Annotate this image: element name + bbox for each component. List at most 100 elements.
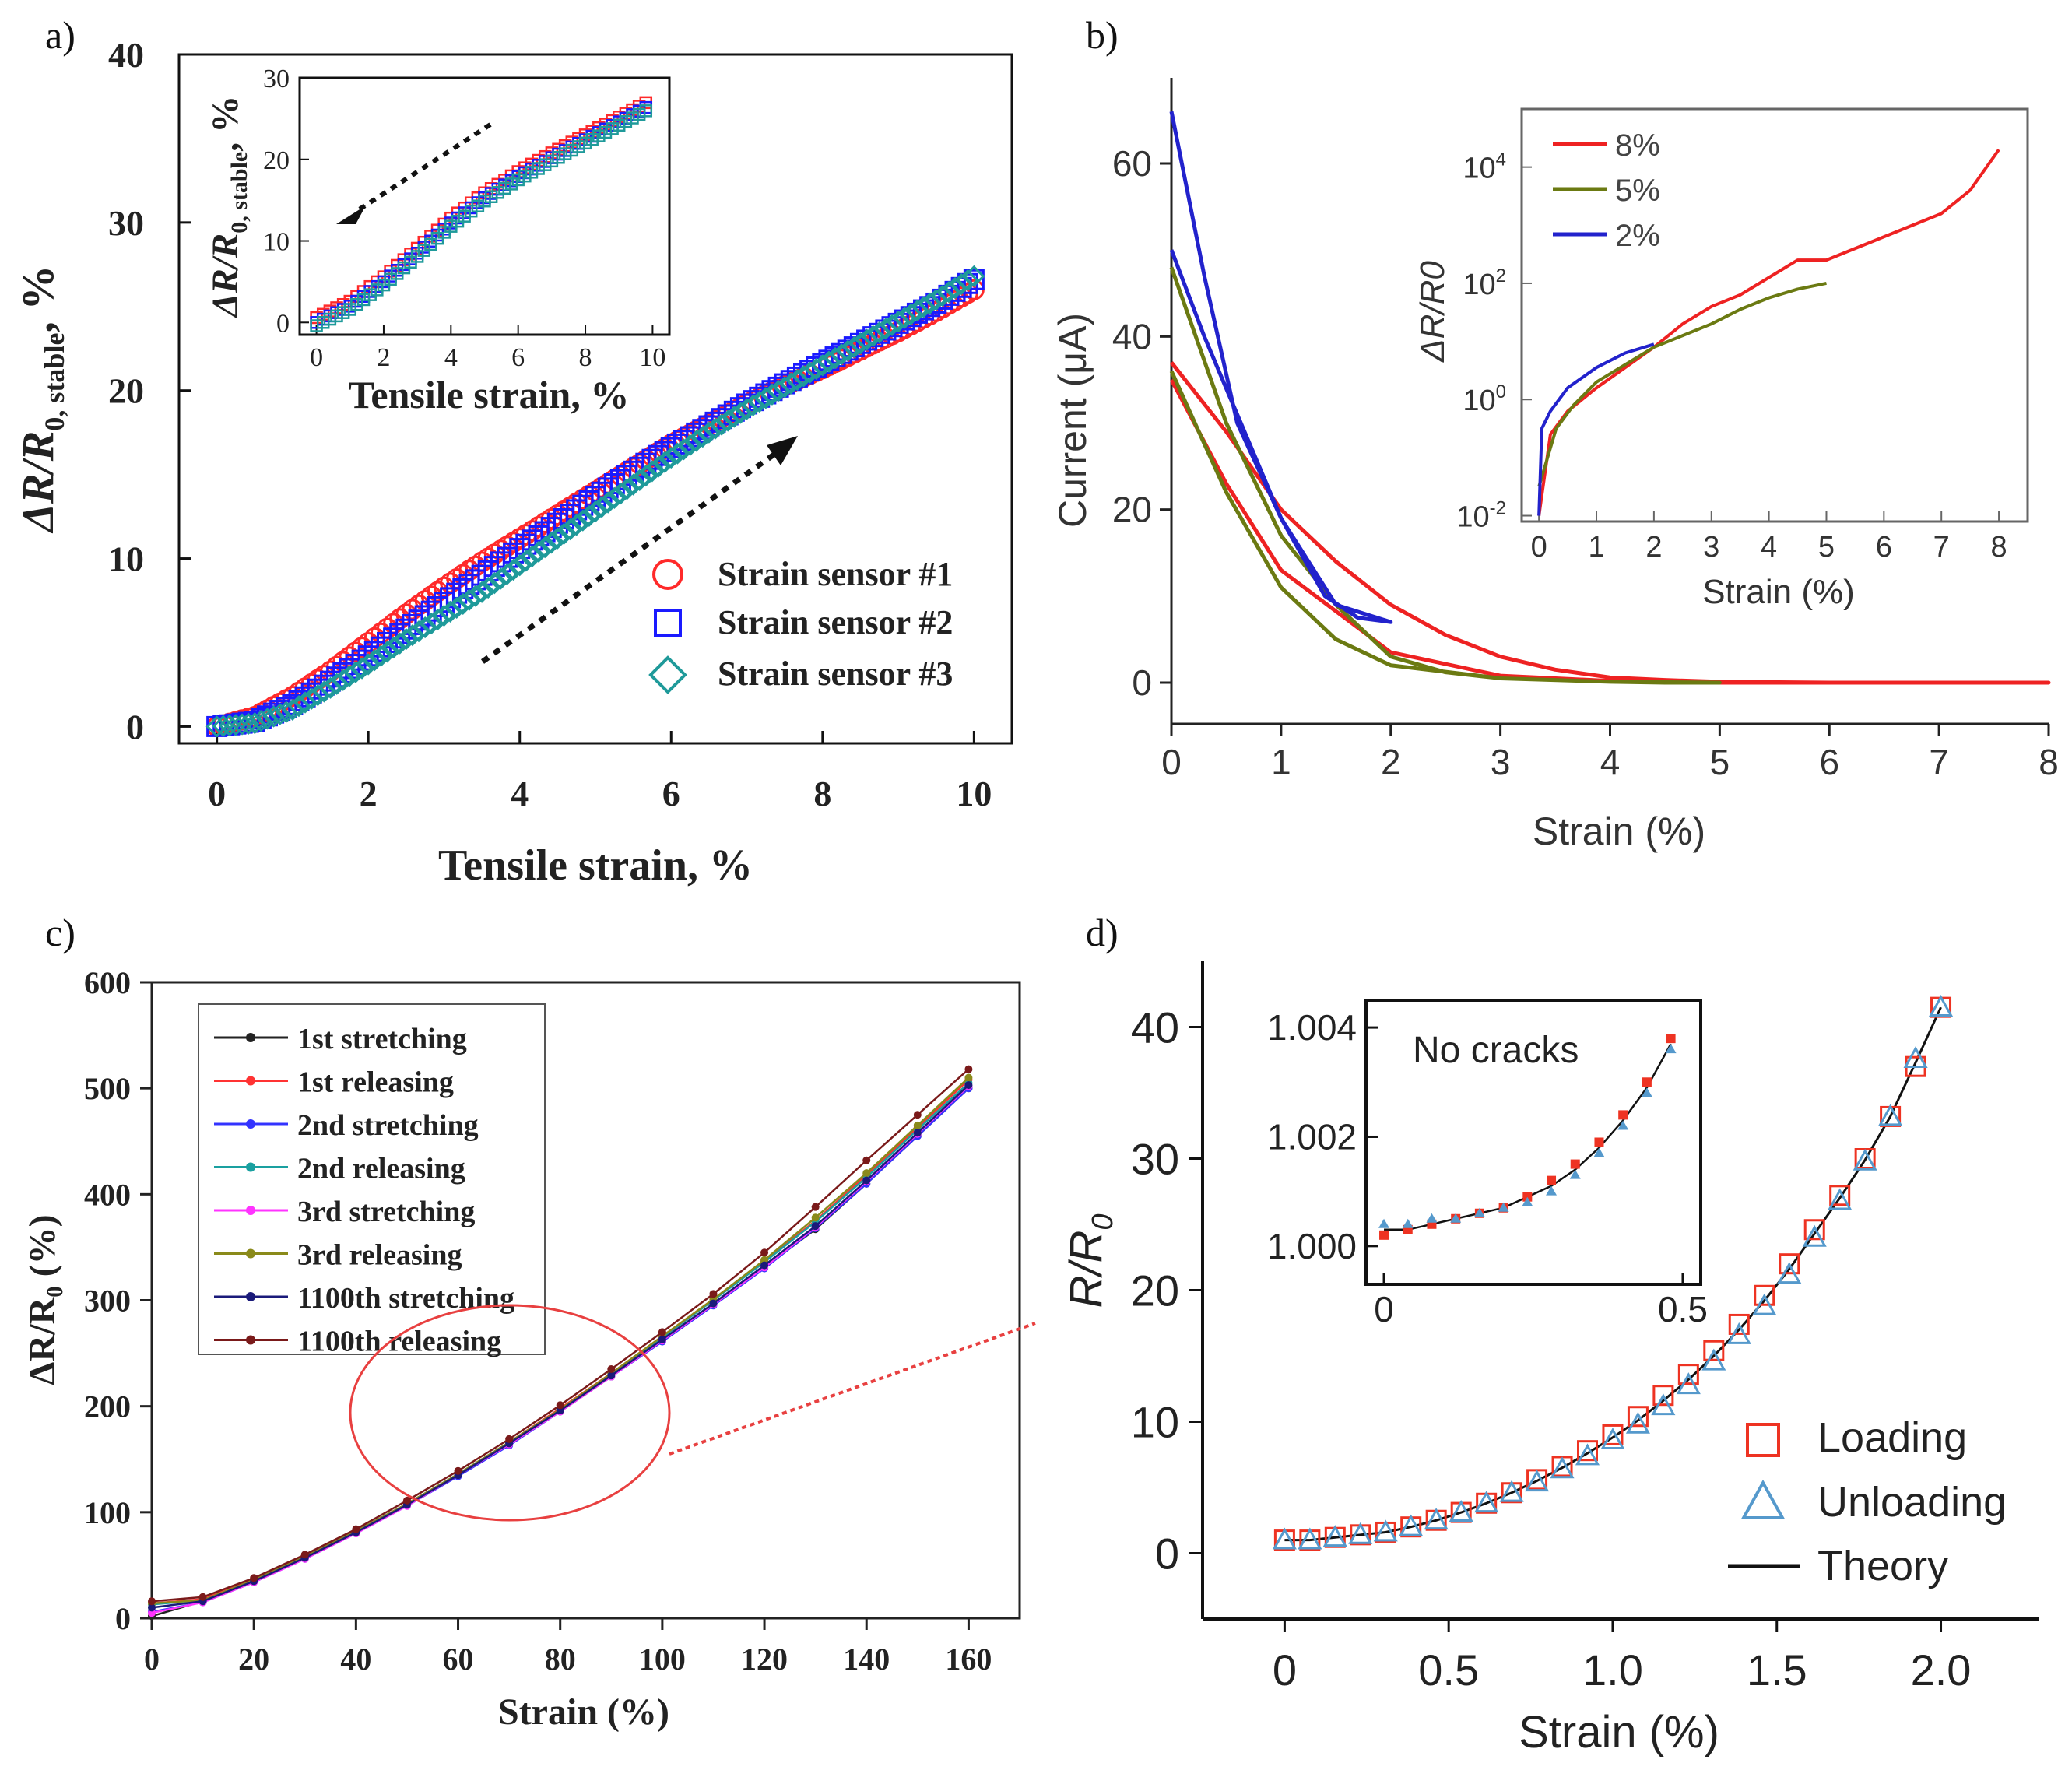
bi-xtick-label: 2 [1645, 531, 1662, 564]
a-data-point [496, 563, 518, 585]
d-unloading-point [1575, 1443, 1600, 1466]
c-data-point [250, 1574, 258, 1582]
panel-a-data [205, 265, 985, 738]
ai-data-point [504, 177, 518, 191]
a-data-point [382, 636, 405, 659]
b-xtick-label: 8 [2039, 742, 2059, 782]
a-data-point [717, 404, 739, 426]
c-data-point [709, 1299, 718, 1308]
b-xtick-label: 3 [1491, 742, 1511, 782]
d-ytick-label: 40 [1131, 1003, 1179, 1052]
panel-a-increase-arrow [480, 449, 781, 664]
bi-ytick-exponent: -2 [1490, 498, 1506, 519]
panel-c-legend: 1st stretching 1st releasing 2nd stretchin… [214, 1023, 514, 1358]
b-xtick-label: 7 [1929, 742, 1949, 782]
d-loading-point [1577, 1440, 1598, 1462]
ai-data-point [626, 111, 639, 125]
ai-data-point [599, 125, 613, 139]
panel-b-data [1169, 111, 2051, 685]
ai-data-point [323, 312, 337, 326]
c-ytick-label: 500 [84, 1071, 131, 1106]
legend-label-loading: Loading [1817, 1414, 1967, 1461]
c-data-point [454, 1466, 462, 1475]
d-loading-point [1803, 1219, 1825, 1241]
d-loading-point [1728, 1313, 1750, 1335]
a-data-point [490, 567, 512, 590]
ai-ytick-label: 10 [263, 228, 290, 257]
panel-d-inset-frame [1364, 999, 1702, 1286]
c-data-point [607, 1371, 616, 1380]
b-series-2pct [1169, 111, 1393, 624]
c-data-point [811, 1203, 820, 1211]
a-data-point [546, 527, 569, 550]
b-ytick-label: 20 [1112, 490, 1152, 530]
legend-marker-sensor-1 [652, 559, 683, 590]
c-data-point [352, 1525, 360, 1533]
b-xtick-label: 2 [1381, 742, 1401, 782]
c-ytick-label: 100 [84, 1495, 131, 1530]
a-ytick-label: 10 [108, 539, 144, 579]
c-data-point [607, 1365, 616, 1374]
panel-a-y-ticks: 0 10 20 30 40 [108, 35, 191, 746]
panel-c-y-axis-label: ΔR/R₀ (%) [22, 1214, 63, 1385]
c-xtick-label: 20 [238, 1642, 269, 1677]
panel-a-y-axis-label-suffix: , % [12, 265, 63, 333]
a-data-point [433, 604, 455, 627]
d-loading-point [1829, 1185, 1851, 1206]
c-data-point [964, 1065, 973, 1073]
b-ytick-label: 60 [1112, 143, 1152, 184]
d-unloading-point [1701, 1348, 1726, 1371]
c-legend-marker [246, 1248, 255, 1259]
c-xtick-label: 60 [443, 1642, 474, 1677]
d-loading-point [1627, 1406, 1649, 1428]
c-legend-marker [246, 1119, 255, 1129]
d-unloading-point [1625, 1411, 1650, 1434]
c-legend-label: 2nd releasing [297, 1153, 465, 1185]
bi-xtick-label: 0 [1531, 531, 1547, 564]
panel-d-data [1272, 995, 1954, 1551]
d-unloading-point [1777, 1262, 1802, 1284]
ai-xtick-label: 10 [639, 343, 665, 372]
ai-ytick-label: 20 [263, 146, 290, 175]
a-data-point [628, 469, 651, 491]
panel-a-increase-arrowhead [767, 436, 798, 465]
a-data-point [388, 632, 411, 655]
di-unloading-point [1498, 1202, 1509, 1212]
a-data-point [723, 400, 745, 422]
c-data-point [862, 1156, 871, 1164]
a-data-point [710, 413, 733, 436]
bi-xtick-label: 6 [1876, 531, 1892, 564]
a-data-point [363, 649, 386, 672]
a-data-point [508, 554, 531, 577]
a-data-point [464, 585, 487, 607]
c-data-point [862, 1176, 871, 1185]
c-data-point [505, 1435, 514, 1443]
legend-label-theory: Theory [1817, 1543, 1948, 1589]
a-data-point [609, 482, 632, 505]
di-loading-point [1666, 1034, 1676, 1044]
c-data-point [658, 1328, 666, 1336]
c-legend-marker [246, 1206, 255, 1215]
bi-series-5pct [1537, 281, 1827, 487]
panel-a-inset-x-axis-label: Tensile strain, % [349, 373, 630, 416]
a-data-point [338, 665, 360, 687]
b-xtick-label: 5 [1710, 742, 1730, 782]
a-xtick-label: 8 [813, 774, 831, 813]
a-ytick-label: 30 [108, 203, 144, 243]
ai-data-point [330, 309, 343, 323]
a-ytick-label: 40 [108, 35, 144, 75]
di-loading-point [1522, 1192, 1533, 1202]
d-unloading-point [1373, 1519, 1398, 1542]
a-data-point [559, 518, 581, 541]
a-data-point [527, 540, 550, 564]
ai-data-point [491, 186, 505, 199]
a-data-point [307, 678, 328, 700]
a-data-point [603, 486, 626, 509]
ai-ytick-label: 30 [263, 65, 290, 93]
bi-ytick-exponent: 0 [1496, 381, 1506, 402]
di-unloading-point [1569, 1169, 1581, 1179]
legend-label-2pct: 2% [1615, 219, 1660, 253]
a-data-point [704, 411, 726, 433]
di-loading-point [1594, 1137, 1604, 1147]
panel-a-inset-y-axis-label: ΔR/R0, stable, % [205, 96, 252, 318]
